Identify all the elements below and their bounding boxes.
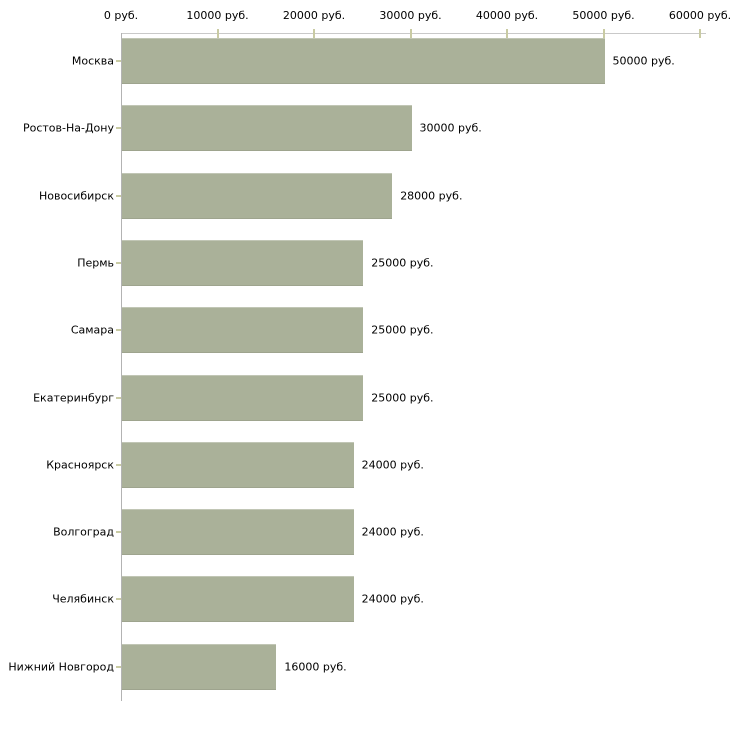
x-axis-tick-label: 50000 руб. (572, 9, 635, 22)
x-axis-tick-mark (313, 29, 315, 38)
category-label: Красноярск (46, 458, 114, 472)
bar-value-label: 16000 руб. (284, 660, 347, 674)
bar-value-label: 25000 руб. (371, 323, 434, 337)
y-axis-tick-mark (116, 60, 121, 62)
category-label: Самара (70, 323, 114, 337)
y-axis-tick-mark (116, 598, 121, 601)
y-axis-tick-mark (116, 261, 121, 264)
y-axis-tick-mark (116, 665, 121, 668)
category-label: Москва (71, 54, 114, 68)
bar-value-label: 24000 руб. (361, 525, 424, 539)
bar (122, 307, 364, 354)
bar (122, 643, 277, 690)
bar (122, 374, 364, 421)
x-axis-tick-label: 0 руб. (103, 9, 139, 22)
category-label: Ростов-На-Дону (22, 121, 114, 135)
y-axis-tick-mark (116, 329, 121, 332)
bar (122, 509, 354, 556)
bar-value-label: 24000 руб. (361, 592, 424, 606)
bar (122, 239, 364, 286)
bar-value-label: 28000 руб. (400, 189, 463, 203)
x-axis-tick-label: 30000 руб. (379, 9, 442, 22)
x-axis-line (121, 33, 706, 34)
x-axis-tick-label: 60000 руб. (668, 9, 730, 22)
x-axis-tick-mark (216, 29, 219, 38)
bar (122, 105, 412, 152)
bar-value-label: 25000 руб. (371, 256, 434, 270)
bar (122, 172, 393, 219)
x-axis-tick-mark (409, 29, 412, 38)
y-axis-tick-mark (116, 194, 121, 197)
bar (122, 576, 354, 623)
category-label: Новосибирск (38, 189, 114, 203)
bar (122, 38, 605, 84)
category-label: Екатеринбург (33, 391, 114, 404)
bar-value-label: 30000 руб. (419, 121, 482, 135)
bar-value-label: 25000 руб. (371, 391, 434, 404)
y-axis-tick-mark (116, 396, 121, 399)
x-axis-tick-label: 20000 руб. (282, 9, 346, 22)
bar-value-label: 50000 руб. (612, 54, 675, 68)
y-axis-line (121, 33, 122, 701)
x-axis-tick-mark (602, 29, 605, 38)
bar (122, 441, 354, 488)
category-label: Челябинск (52, 592, 114, 606)
category-label: Волгоград (53, 525, 114, 539)
bar-value-label: 24000 руб. (361, 458, 424, 472)
y-axis-tick-mark (116, 127, 121, 130)
y-axis-tick-mark (116, 531, 121, 534)
x-axis-tick-mark (506, 29, 508, 38)
y-axis-tick-mark (116, 463, 121, 466)
x-axis-tick-label: 40000 руб. (475, 9, 539, 22)
category-label: Пермь (77, 256, 114, 270)
category-label: Нижний Новгород (8, 660, 114, 674)
x-axis-tick-label: 10000 руб. (186, 9, 249, 22)
x-axis-tick-mark (699, 29, 701, 38)
